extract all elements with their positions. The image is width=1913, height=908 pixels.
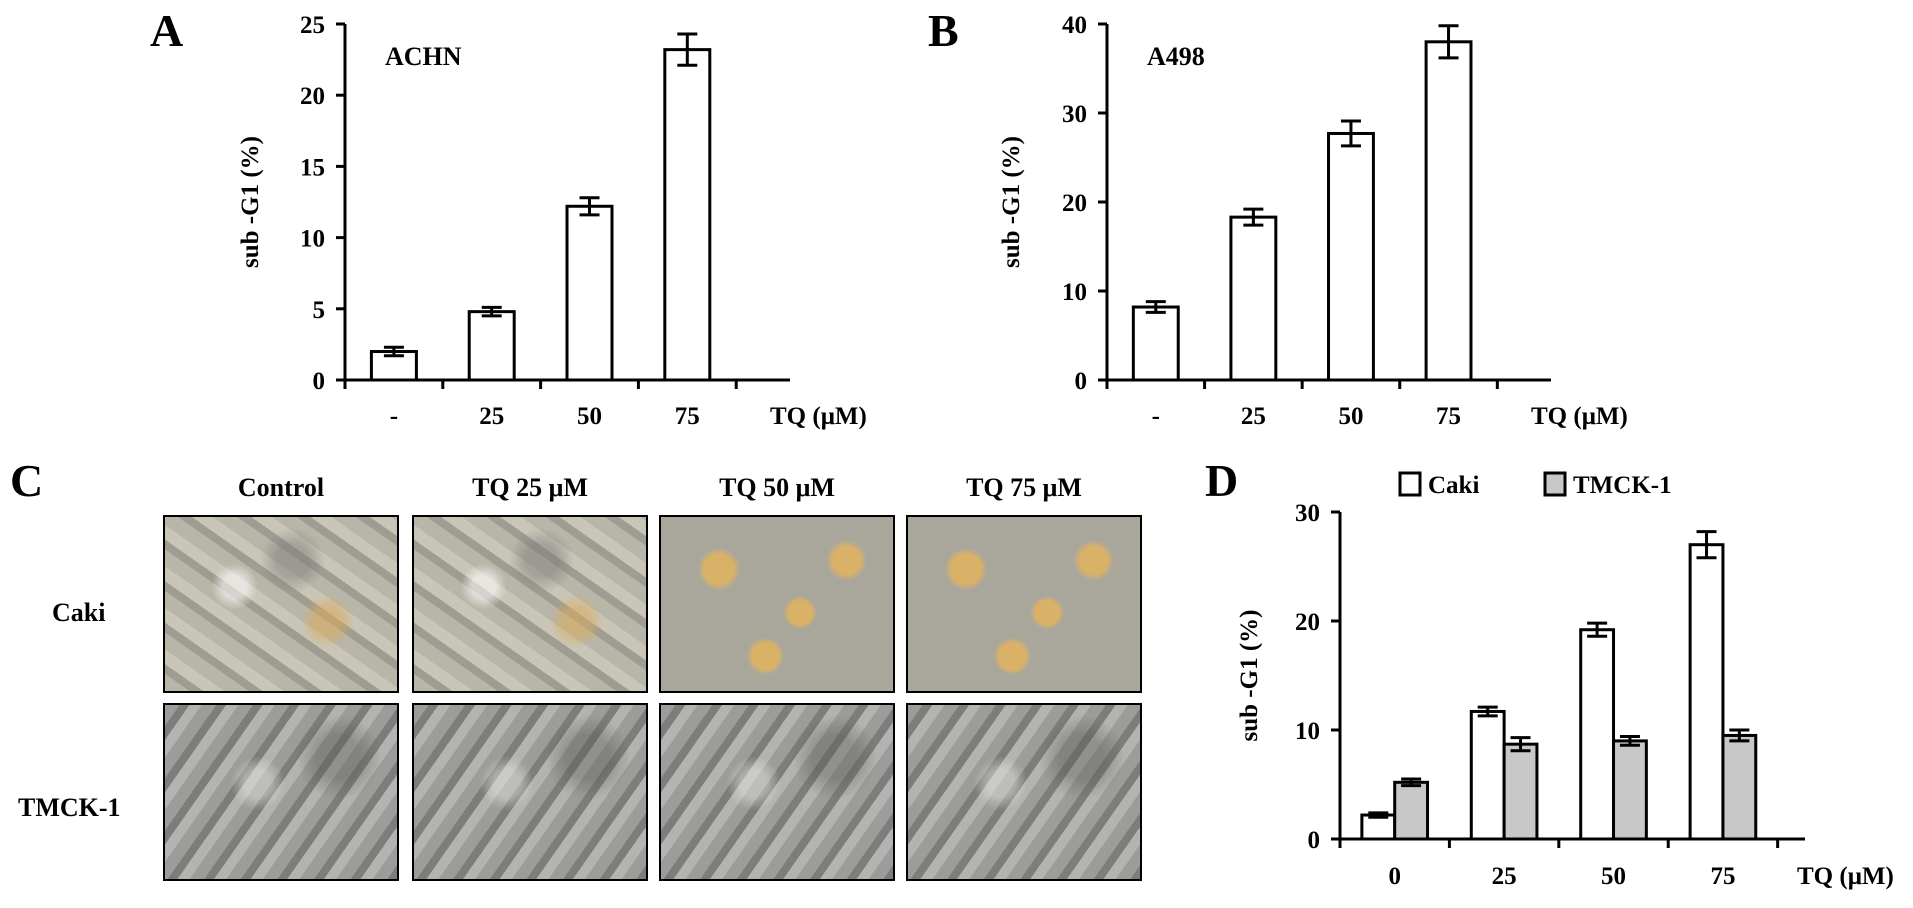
micrograph-tmck1-control — [163, 703, 399, 881]
x-tick-label: 75 — [1436, 403, 1461, 430]
micrograph-caki-tq25 — [412, 515, 648, 693]
panel-letter-b: B — [928, 5, 959, 56]
x-axis-label: TQ (μM) — [1531, 403, 1628, 430]
micrograph-column-title: TQ 25 μM — [472, 473, 588, 502]
x-tick-label: - — [1152, 403, 1160, 430]
micrograph-column-title: TQ 75 μM — [966, 473, 1082, 502]
x-tick-label: 75 — [675, 403, 700, 430]
bar-50 — [1327, 131, 1375, 382]
y-tick-label: 10 — [300, 226, 325, 253]
legend-swatch-caki — [1398, 471, 1422, 497]
bar-tmck-1-75 — [1721, 733, 1758, 841]
legend-label-caki: Caki — [1428, 472, 1479, 499]
x-tick-label: 50 — [1601, 863, 1626, 890]
x-tick-label: 25 — [479, 403, 504, 430]
bar-75 — [663, 48, 712, 382]
micrograph-tmck1-tq25 — [412, 703, 648, 881]
x-tick-label: 25 — [1241, 403, 1266, 430]
y-axis-label: sub -G1 (%) — [1236, 610, 1263, 742]
y-tick-label: 15 — [300, 154, 325, 181]
y-tick-label: 0 — [1308, 827, 1321, 854]
x-tick-label: - — [390, 403, 398, 430]
bar-tmck-1-50 — [1612, 739, 1648, 841]
bar-tmck-1-25 — [1502, 742, 1539, 841]
y-tick-label: 40 — [1062, 12, 1087, 39]
y-tick-label: 20 — [300, 83, 325, 110]
x-axis-label: TQ (μM) — [770, 403, 867, 430]
micrograph-row-label-tmck1: TMCK-1 — [18, 793, 121, 822]
y-tick-label: 10 — [1062, 279, 1087, 306]
bar-25 — [1229, 215, 1278, 382]
x-tick-label: 50 — [1338, 403, 1363, 430]
cell-line-label: ACHN — [385, 42, 462, 71]
chart-a-achn: 0 5 10 15 20 25 - 25 50 75 TQ (μM) ACHN sub -G1 (%) — [237, 12, 867, 430]
bar-- — [1131, 305, 1180, 382]
micrograph-caki-tq50 — [659, 515, 895, 693]
bar-75 — [1424, 40, 1473, 382]
chart-b-a498: 0 10 20 30 40 - 25 50 75 TQ (μM) A498 sub -G1 (%) — [998, 12, 1628, 430]
legend-label-tmck-1: TMCK-1 — [1573, 472, 1672, 499]
bar-25 — [467, 310, 516, 382]
y-axis-label: sub -G1 (%) — [998, 136, 1025, 268]
bar-50 — [565, 204, 614, 382]
micrograph-column-title: TQ 50 μM — [719, 473, 835, 502]
micrograph-row-label-caki: Caki — [52, 598, 106, 627]
chart-d-caki-tmck1: 0 10 20 30 0 25 50 75 TQ (μM) sub -G1 (%) Caki TMCK… — [1236, 471, 1894, 890]
y-tick-label: 5 — [313, 297, 326, 324]
cell-line-label: A498 — [1147, 42, 1205, 71]
bar-caki-75 — [1688, 543, 1725, 841]
y-tick-label: 0 — [1075, 368, 1088, 395]
x-tick-label: 25 — [1492, 863, 1517, 890]
panel-letter-c: C — [10, 455, 44, 506]
micrograph-tmck1-tq75 — [906, 703, 1142, 881]
x-tick-label: 75 — [1710, 863, 1735, 890]
panel-letter-a: A — [150, 5, 184, 56]
y-axis-label: sub -G1 (%) — [237, 136, 264, 268]
y-tick-label: 10 — [1295, 718, 1320, 745]
x-tick-label: 0 — [1388, 863, 1401, 890]
x-tick-label: 50 — [577, 403, 602, 430]
micrograph-caki-control — [163, 515, 399, 693]
micrograph-tmck1-tq50 — [659, 703, 895, 881]
y-tick-label: 25 — [300, 12, 325, 39]
y-tick-label: 30 — [1295, 500, 1320, 527]
y-tick-label: 20 — [1062, 190, 1087, 217]
y-tick-label: 30 — [1062, 101, 1087, 128]
micrograph-caki-tq75 — [906, 515, 1142, 693]
micrograph-column-title: Control — [237, 473, 325, 502]
panel-letter-d: D — [1205, 455, 1239, 506]
bar-tmck-1-0 — [1393, 780, 1430, 841]
y-tick-label: 20 — [1295, 609, 1320, 636]
bar-caki-50 — [1579, 628, 1616, 841]
bar-caki-25 — [1469, 709, 1506, 841]
legend-swatch-tmck-1 — [1543, 471, 1567, 497]
x-axis-label: TQ (μM) — [1797, 863, 1894, 890]
y-tick-label: 0 — [313, 368, 326, 395]
